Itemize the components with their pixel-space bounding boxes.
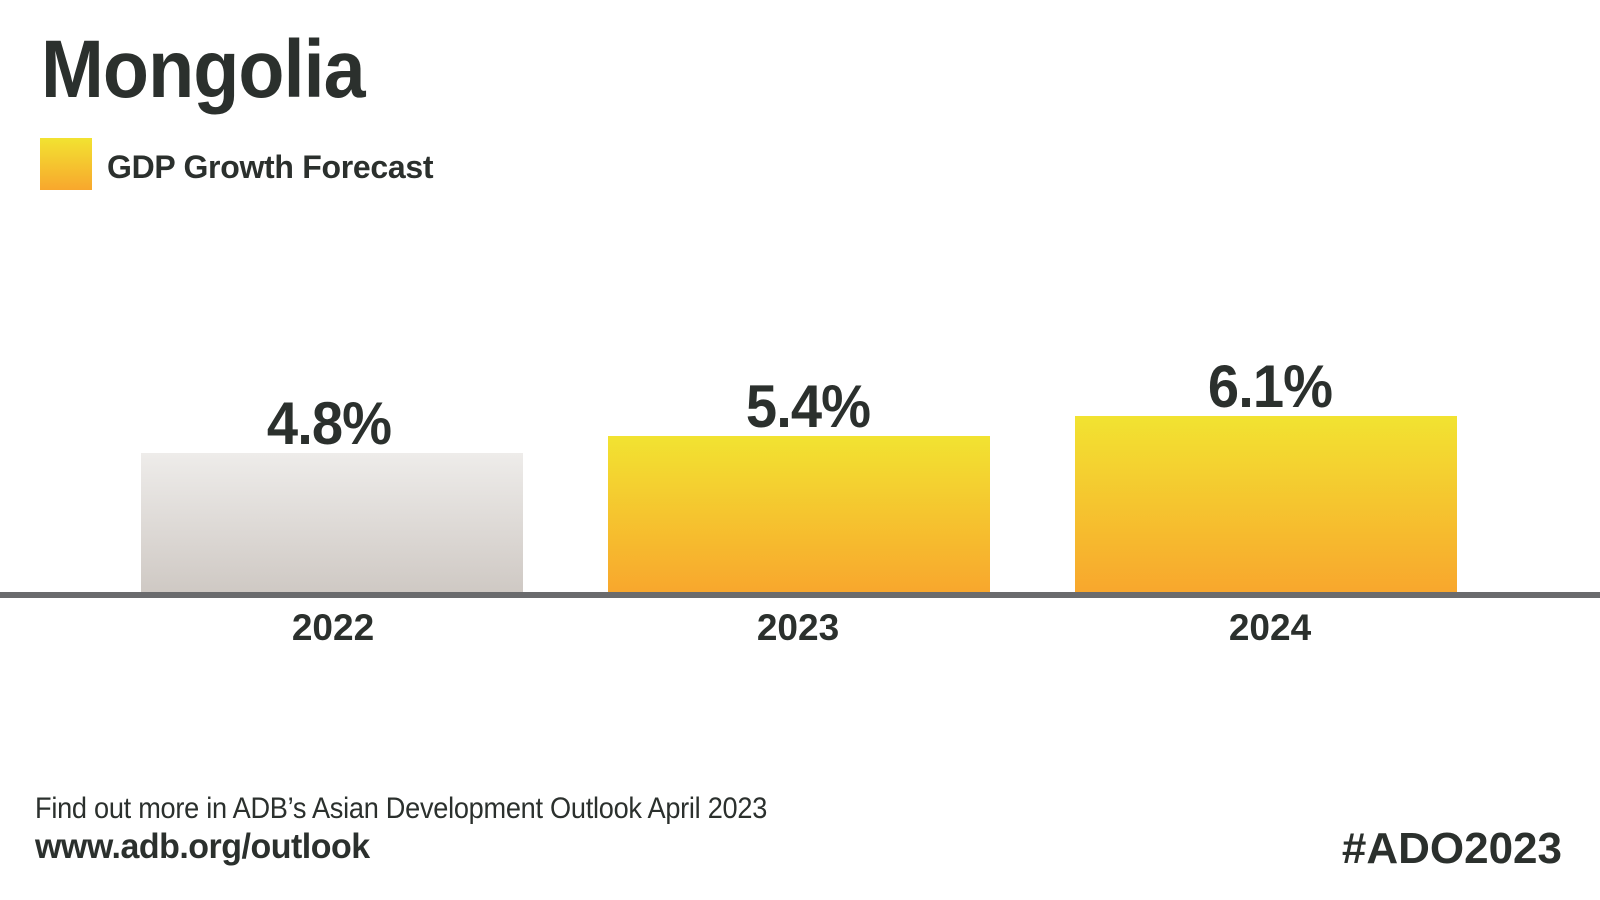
legend-swatch-yellow — [40, 138, 92, 190]
bar-2024 — [1075, 416, 1457, 592]
legend: GDP Growth Forecast — [40, 138, 434, 190]
footer-note: Find out more in ADB’s Asian Development… — [35, 792, 768, 825]
bar-year-label-2024: 2024 — [1228, 607, 1312, 648]
bar-value-label-2022: 4.8% — [266, 390, 392, 457]
bar-year-label-2022: 2022 — [291, 607, 375, 648]
bar-value-label-2024: 6.1% — [1207, 353, 1333, 420]
legend-label: GDP Growth Forecast — [107, 149, 434, 185]
bar-2022 — [141, 453, 523, 592]
footer-url: www.adb.org/outlook — [35, 827, 370, 866]
bar-2023 — [608, 436, 990, 592]
baseline-axis — [0, 592, 1600, 598]
bar-year-label-2023: 2023 — [756, 607, 840, 648]
bar-value-label-2023: 5.4% — [745, 373, 871, 440]
footer-hashtag: #ADO2023 — [1341, 824, 1562, 873]
page-title: Mongolia — [41, 24, 366, 115]
